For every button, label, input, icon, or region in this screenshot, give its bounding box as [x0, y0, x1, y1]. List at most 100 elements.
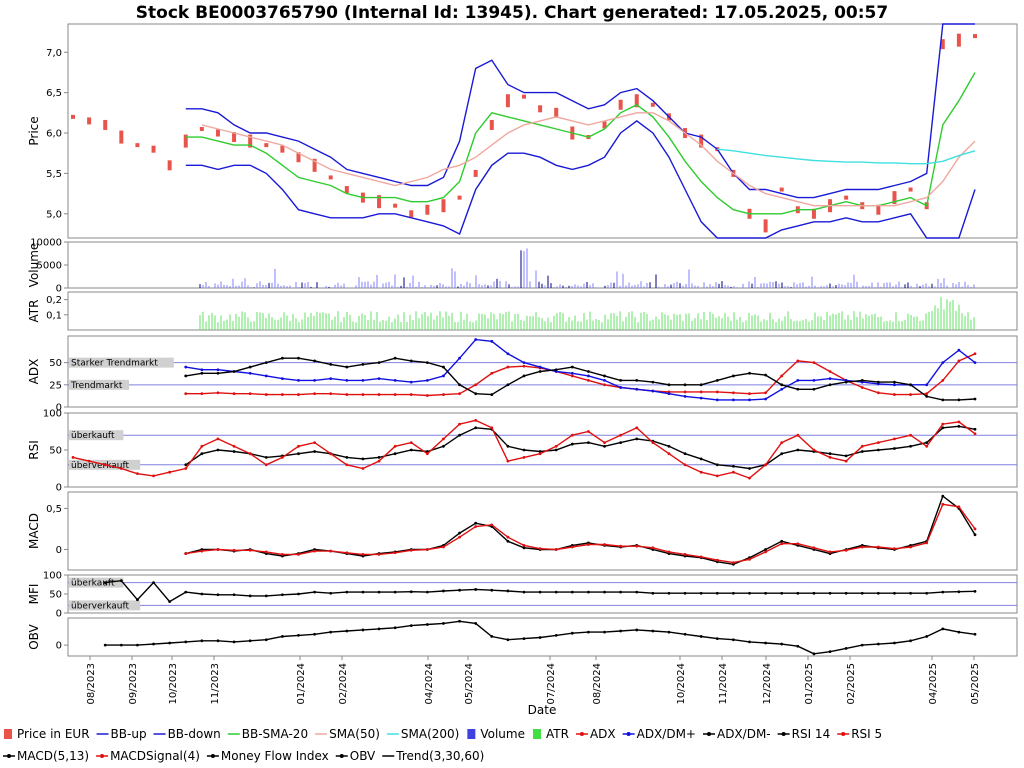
series-point — [200, 371, 204, 375]
series-point — [506, 365, 510, 369]
series-point — [313, 450, 317, 453]
legend-swatch — [4, 729, 12, 739]
series-point — [699, 470, 703, 474]
legend-label: ADX/DM+ — [637, 727, 696, 741]
legend-marker — [100, 754, 105, 758]
y-axis-label: MFI — [27, 584, 41, 605]
reference-label-bg — [69, 600, 141, 611]
series-point — [973, 361, 977, 365]
series-point — [409, 590, 413, 594]
legend-item: MACDSignal(4) — [96, 749, 200, 763]
series-point — [554, 444, 558, 448]
candle — [650, 102, 655, 107]
series-point — [619, 378, 623, 382]
series-point — [957, 398, 961, 402]
series-point — [893, 547, 896, 551]
series-point — [683, 394, 687, 398]
reference-label: Starker Trendmarkt — [71, 359, 158, 369]
x-tick-label: 10/2023 — [168, 663, 179, 705]
series-point — [264, 638, 268, 642]
series-point — [458, 383, 461, 387]
series-point — [764, 550, 768, 554]
series-point — [554, 448, 558, 452]
series-point — [860, 643, 864, 647]
candle — [167, 160, 172, 171]
series-line — [185, 72, 976, 215]
series-point — [442, 444, 445, 448]
legend: Price in EUR BB-up BB-down BB-SMA-20 SMA(50)… — [3, 727, 882, 763]
series-point — [216, 448, 220, 452]
series-point — [280, 456, 284, 459]
series-point — [216, 548, 220, 551]
series-point — [329, 392, 333, 396]
series-point — [152, 474, 155, 478]
series-point — [731, 561, 735, 565]
series-point — [780, 642, 784, 646]
series-point — [184, 365, 188, 369]
legend-label: RSI 5 — [851, 727, 882, 741]
series-point — [264, 550, 268, 554]
series-point — [844, 459, 848, 463]
series-bb-down — [185, 120, 976, 239]
series-point — [458, 531, 461, 535]
candle — [779, 187, 784, 192]
panel-macd: 0 0,5 MACD — [27, 491, 1018, 571]
reference-label: Trendmarkt — [70, 381, 123, 391]
series-point — [683, 553, 687, 556]
series-point — [474, 521, 478, 525]
series-point — [425, 590, 429, 594]
series-point — [377, 553, 381, 556]
series-point — [651, 380, 655, 384]
series-point — [264, 393, 268, 396]
series-point — [409, 548, 413, 552]
candle — [844, 195, 849, 200]
series-point — [860, 450, 864, 453]
series-point — [780, 539, 784, 543]
series-point — [474, 588, 478, 591]
series-point — [313, 378, 317, 382]
series-point — [538, 547, 542, 551]
series-point — [119, 467, 123, 470]
series-point — [973, 427, 977, 431]
legend-item: Price in EUR — [4, 727, 90, 741]
series-point — [667, 550, 671, 554]
series-point — [587, 430, 590, 433]
series-point — [248, 392, 252, 396]
legend-item: OBV — [335, 749, 376, 763]
series-point — [554, 590, 558, 594]
series-point — [474, 392, 478, 396]
series-point — [860, 378, 864, 382]
series-point — [699, 635, 703, 638]
series-point — [522, 364, 526, 368]
series-line — [201, 112, 976, 207]
series-point — [474, 383, 478, 387]
series-point — [683, 390, 687, 394]
candle — [811, 208, 816, 219]
series-point — [264, 456, 268, 459]
series-point — [280, 635, 284, 638]
legend-item: BB-SMA-20 — [227, 727, 308, 741]
series-point — [973, 632, 977, 636]
series-point — [329, 549, 333, 553]
series-point — [216, 437, 220, 441]
series-point — [425, 452, 429, 456]
series-point — [683, 591, 687, 595]
reference-label: überkauft — [71, 579, 115, 589]
series-point — [264, 361, 268, 365]
series-point — [200, 392, 204, 396]
series-point — [280, 553, 284, 556]
series-point — [587, 543, 590, 546]
series-point — [893, 437, 896, 441]
series-point — [200, 452, 204, 456]
series-point — [200, 592, 204, 596]
series-point — [442, 437, 445, 441]
series-point — [538, 636, 542, 639]
series-point — [313, 392, 317, 396]
legend-label: BB-up — [111, 727, 147, 741]
series-point — [957, 359, 961, 363]
series-point — [876, 545, 880, 549]
series-point — [570, 371, 574, 375]
legend-marker — [339, 754, 344, 758]
series-point — [377, 361, 381, 365]
candle — [71, 114, 75, 119]
